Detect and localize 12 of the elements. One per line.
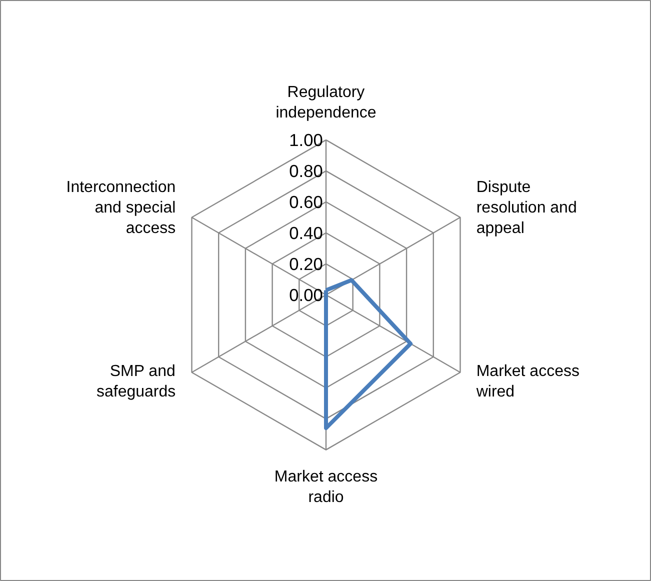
spoke-label: SMP and safeguards [96, 362, 176, 400]
spoke-label: Market access radio [274, 468, 378, 506]
y-tick-label: 0.80 [289, 160, 323, 181]
spoke-label: Interconnection and special access [66, 179, 176, 238]
spoke-label: Regulatory independence [276, 84, 376, 122]
spoke-label: Dispute resolution and appeal [476, 179, 577, 238]
y-tick-label: 0.20 [289, 254, 323, 274]
y-tick-label: 0.00 [289, 284, 323, 305]
y-tick-label: 0.60 [289, 192, 323, 212]
y-tick-label: 0.40 [289, 222, 323, 243]
spoke-label: Market access wired [475, 362, 580, 400]
y-tick-label: 1.00 [289, 130, 323, 150]
